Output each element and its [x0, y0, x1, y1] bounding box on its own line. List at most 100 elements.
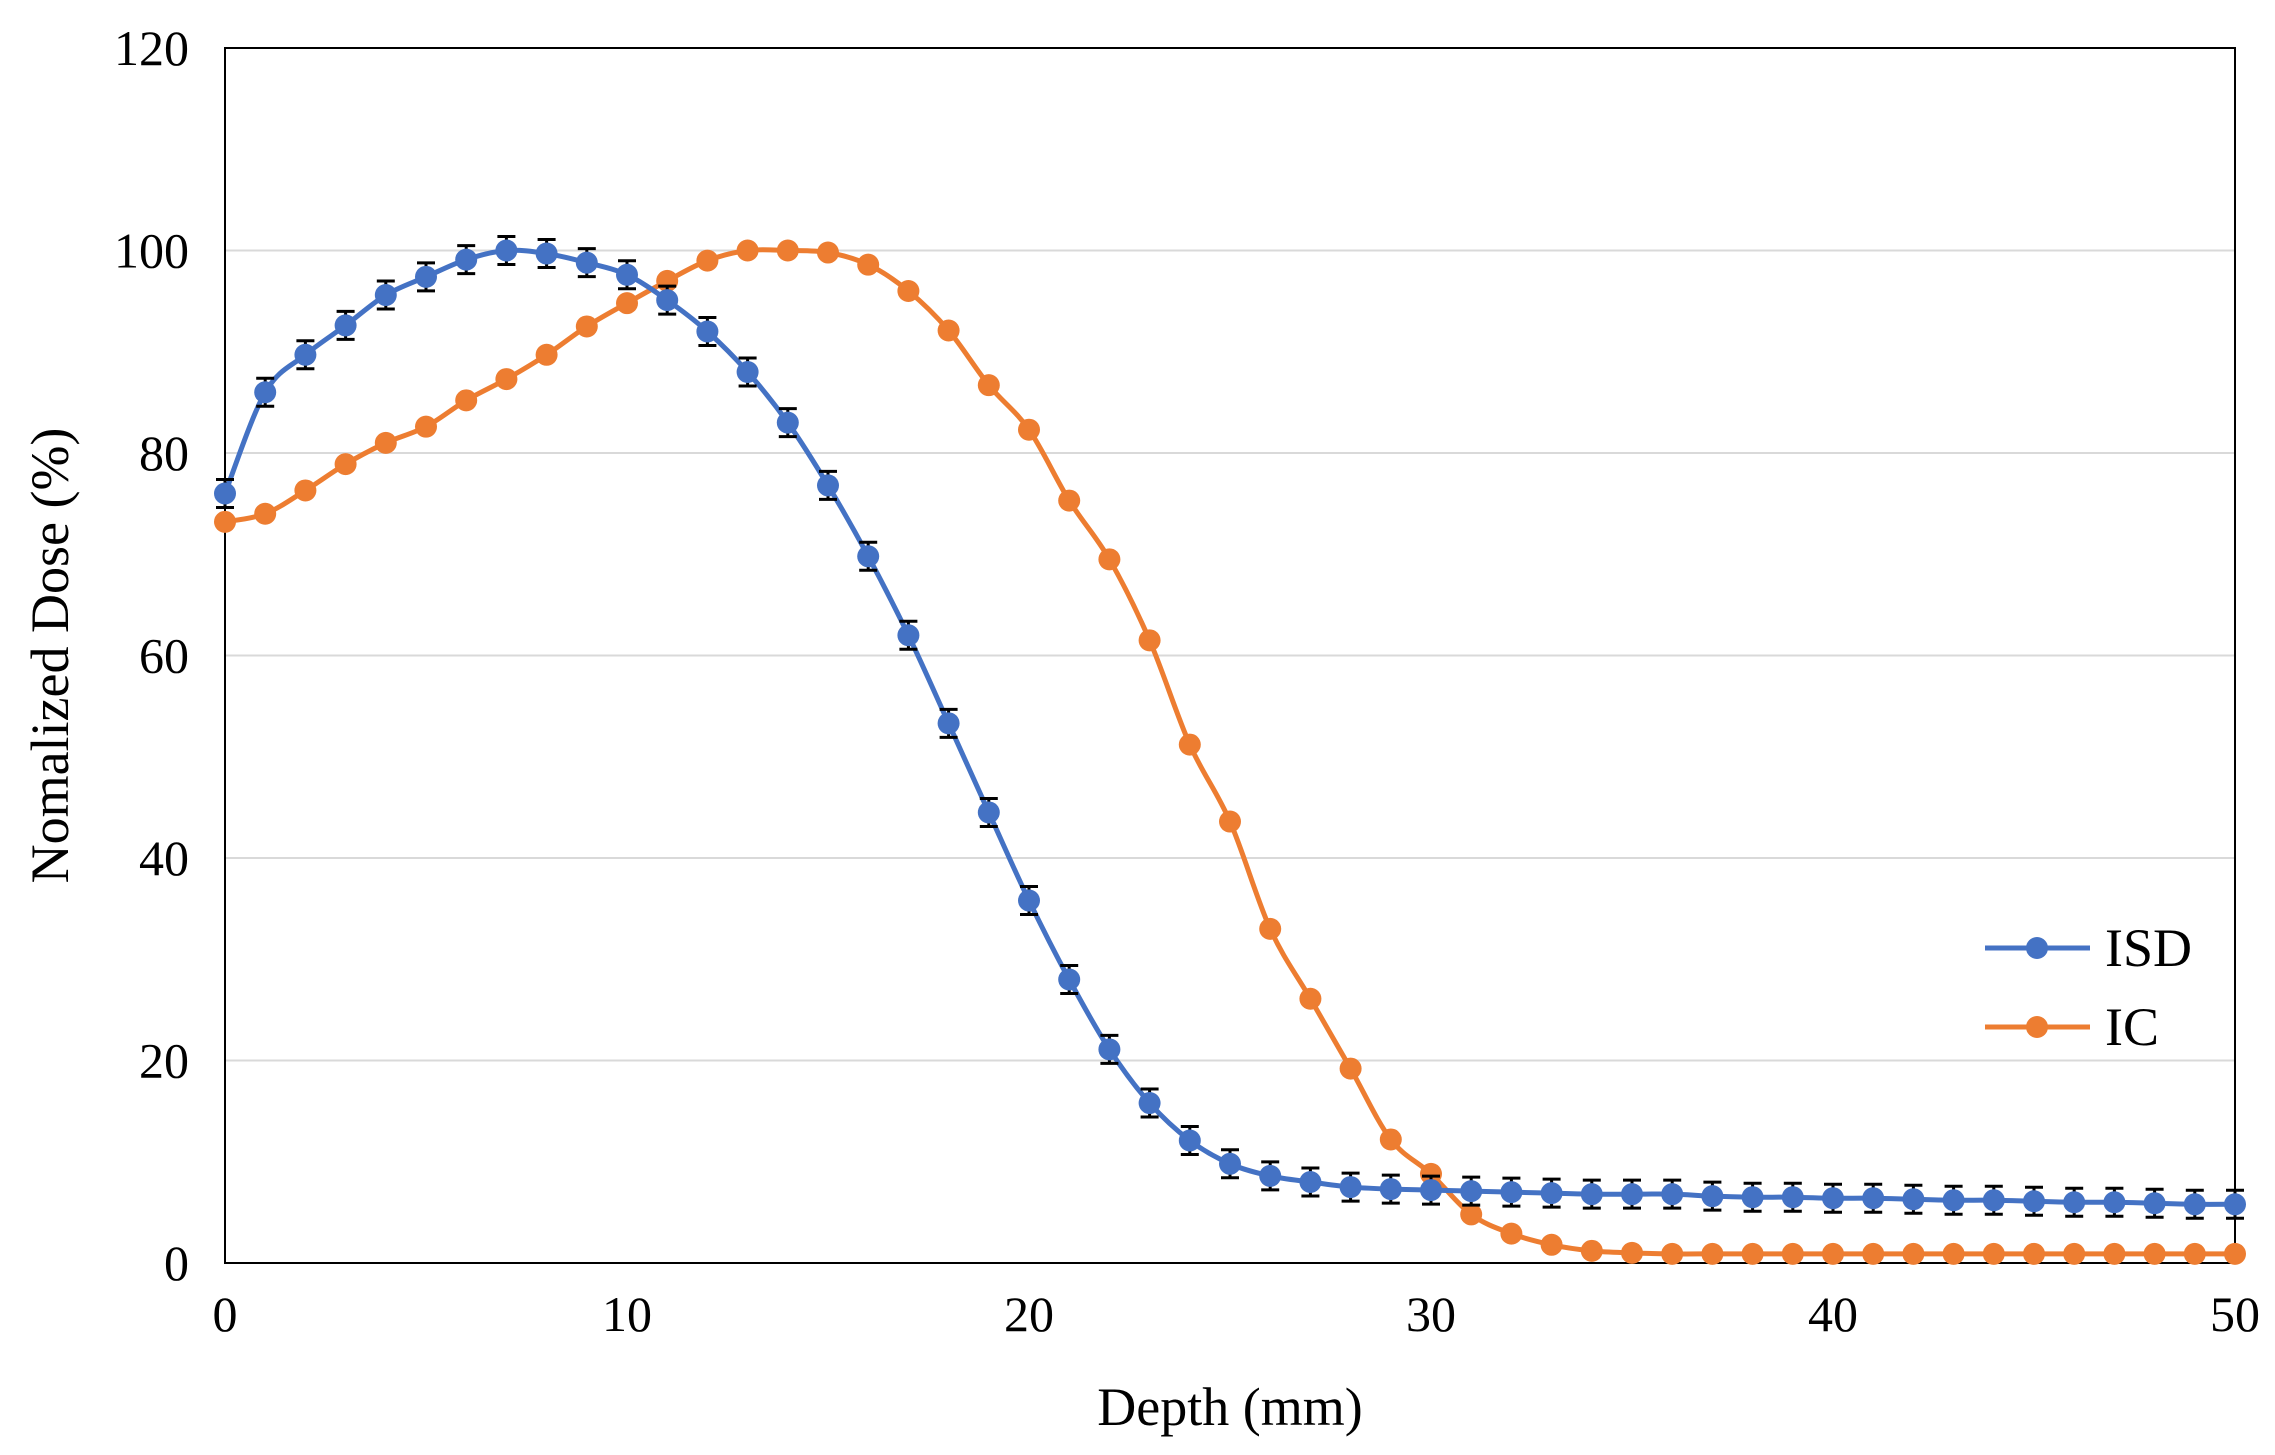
data-point-ic	[1540, 1233, 1563, 1256]
data-point-ic	[857, 253, 880, 276]
data-point-isd	[2224, 1193, 2246, 1216]
data-point-isd	[937, 712, 960, 735]
data-point-ic	[616, 292, 638, 315]
data-point-isd	[897, 624, 920, 647]
data-point-isd	[1701, 1185, 1724, 1208]
data-point-ic	[1460, 1203, 1483, 1226]
data-point-ic	[977, 374, 1000, 397]
data-point-isd	[817, 474, 839, 497]
data-point-isd	[535, 242, 558, 265]
data-point-isd	[575, 251, 598, 274]
data-point-ic	[535, 343, 558, 366]
data-point-ic	[1138, 629, 1161, 652]
data-point-isd	[1661, 1183, 1684, 1206]
data-point-isd	[455, 248, 478, 271]
data-point-ic	[2224, 1242, 2246, 1265]
data-point-isd	[857, 545, 880, 568]
data-point-ic	[1661, 1242, 1684, 1265]
data-point-ic	[817, 241, 839, 264]
data-point-ic	[1219, 810, 1241, 833]
data-point-isd	[736, 361, 759, 383]
x-tick-label: 10	[602, 1286, 652, 1342]
y-tick-label: 40	[139, 830, 189, 886]
data-point-isd	[1862, 1187, 1885, 1210]
data-point-ic	[415, 415, 437, 438]
data-point-isd	[254, 381, 277, 404]
x-tick-label: 20	[1004, 1286, 1054, 1342]
data-point-isd	[1058, 968, 1081, 991]
data-point-isd	[2143, 1192, 2166, 1215]
data-point-isd	[776, 411, 799, 434]
data-point-ic	[1018, 418, 1040, 441]
data-point-ic	[2023, 1242, 2045, 1265]
y-tick-label: 60	[139, 628, 189, 684]
data-point-isd	[1018, 889, 1040, 912]
series-ic	[214, 239, 2246, 1265]
data-point-isd	[977, 801, 1000, 824]
data-point-isd	[1339, 1176, 1362, 1199]
data-point-ic	[2103, 1242, 2126, 1265]
data-point-ic	[1822, 1242, 1844, 1265]
data-point-isd	[1098, 1038, 1121, 1061]
data-point-ic	[1098, 548, 1121, 571]
data-point-isd	[1259, 1164, 1282, 1187]
series-isd	[214, 235, 2246, 1220]
data-point-isd	[1460, 1180, 1483, 1203]
data-point-isd	[294, 343, 317, 366]
x-tick-label: 0	[213, 1286, 238, 1342]
x-tick-label: 30	[1406, 1286, 1456, 1342]
data-point-ic	[1621, 1241, 1643, 1264]
data-point-ic	[254, 502, 277, 525]
legend-item-ic: IC	[1985, 997, 2159, 1057]
data-point-isd	[1580, 1183, 1603, 1206]
data-point-isd	[2063, 1191, 2086, 1214]
data-point-ic	[1942, 1242, 1965, 1265]
data-point-ic	[294, 479, 317, 502]
data-point-ic	[776, 239, 799, 262]
gridlines	[225, 249, 2235, 1062]
data-point-isd	[1379, 1178, 1402, 1201]
data-point-ic	[575, 315, 598, 338]
data-point-ic	[1781, 1242, 1804, 1265]
data-point-ic	[455, 389, 478, 412]
data-point-ic	[696, 249, 719, 272]
data-point-ic	[2183, 1242, 2206, 1265]
data-point-isd	[2103, 1191, 2126, 1214]
data-point-ic	[334, 453, 357, 476]
data-point-isd	[2183, 1193, 2206, 1216]
legend-swatch-marker	[2026, 937, 2048, 959]
data-point-ic	[897, 280, 920, 302]
data-point-ic	[1701, 1242, 1724, 1265]
data-point-ic	[1580, 1239, 1603, 1262]
legend: ISD IC	[1985, 918, 2192, 1057]
data-point-ic	[374, 431, 397, 454]
data-point-ic	[937, 319, 960, 342]
y-axis-title: Nomalized Dose (%)	[20, 428, 80, 884]
data-point-isd	[1822, 1187, 1844, 1210]
data-point-ic	[1500, 1222, 1523, 1245]
y-tick-label: 0	[164, 1235, 189, 1291]
data-point-isd	[1902, 1188, 1925, 1211]
data-point-ic	[1982, 1242, 2005, 1265]
data-point-isd	[1420, 1179, 1442, 1202]
y-tick-label: 100	[114, 223, 189, 279]
data-point-isd	[696, 320, 719, 343]
data-point-ic	[1178, 733, 1201, 756]
data-point-isd	[334, 314, 357, 337]
data-point-isd	[656, 289, 679, 312]
data-point-ic	[1058, 489, 1081, 512]
legend-swatch-marker	[2026, 1016, 2048, 1038]
data-point-isd	[1138, 1092, 1161, 1115]
data-point-ic	[2143, 1242, 2166, 1265]
series-layer	[214, 235, 2246, 1265]
data-point-isd	[1942, 1189, 1965, 1212]
data-point-ic	[1741, 1242, 1764, 1265]
data-point-isd	[1178, 1129, 1201, 1152]
x-tick-label: 50	[2210, 1286, 2260, 1342]
data-point-isd	[495, 239, 518, 262]
data-point-ic	[736, 239, 759, 262]
data-point-ic	[1259, 917, 1282, 940]
data-point-isd	[1741, 1186, 1764, 1209]
